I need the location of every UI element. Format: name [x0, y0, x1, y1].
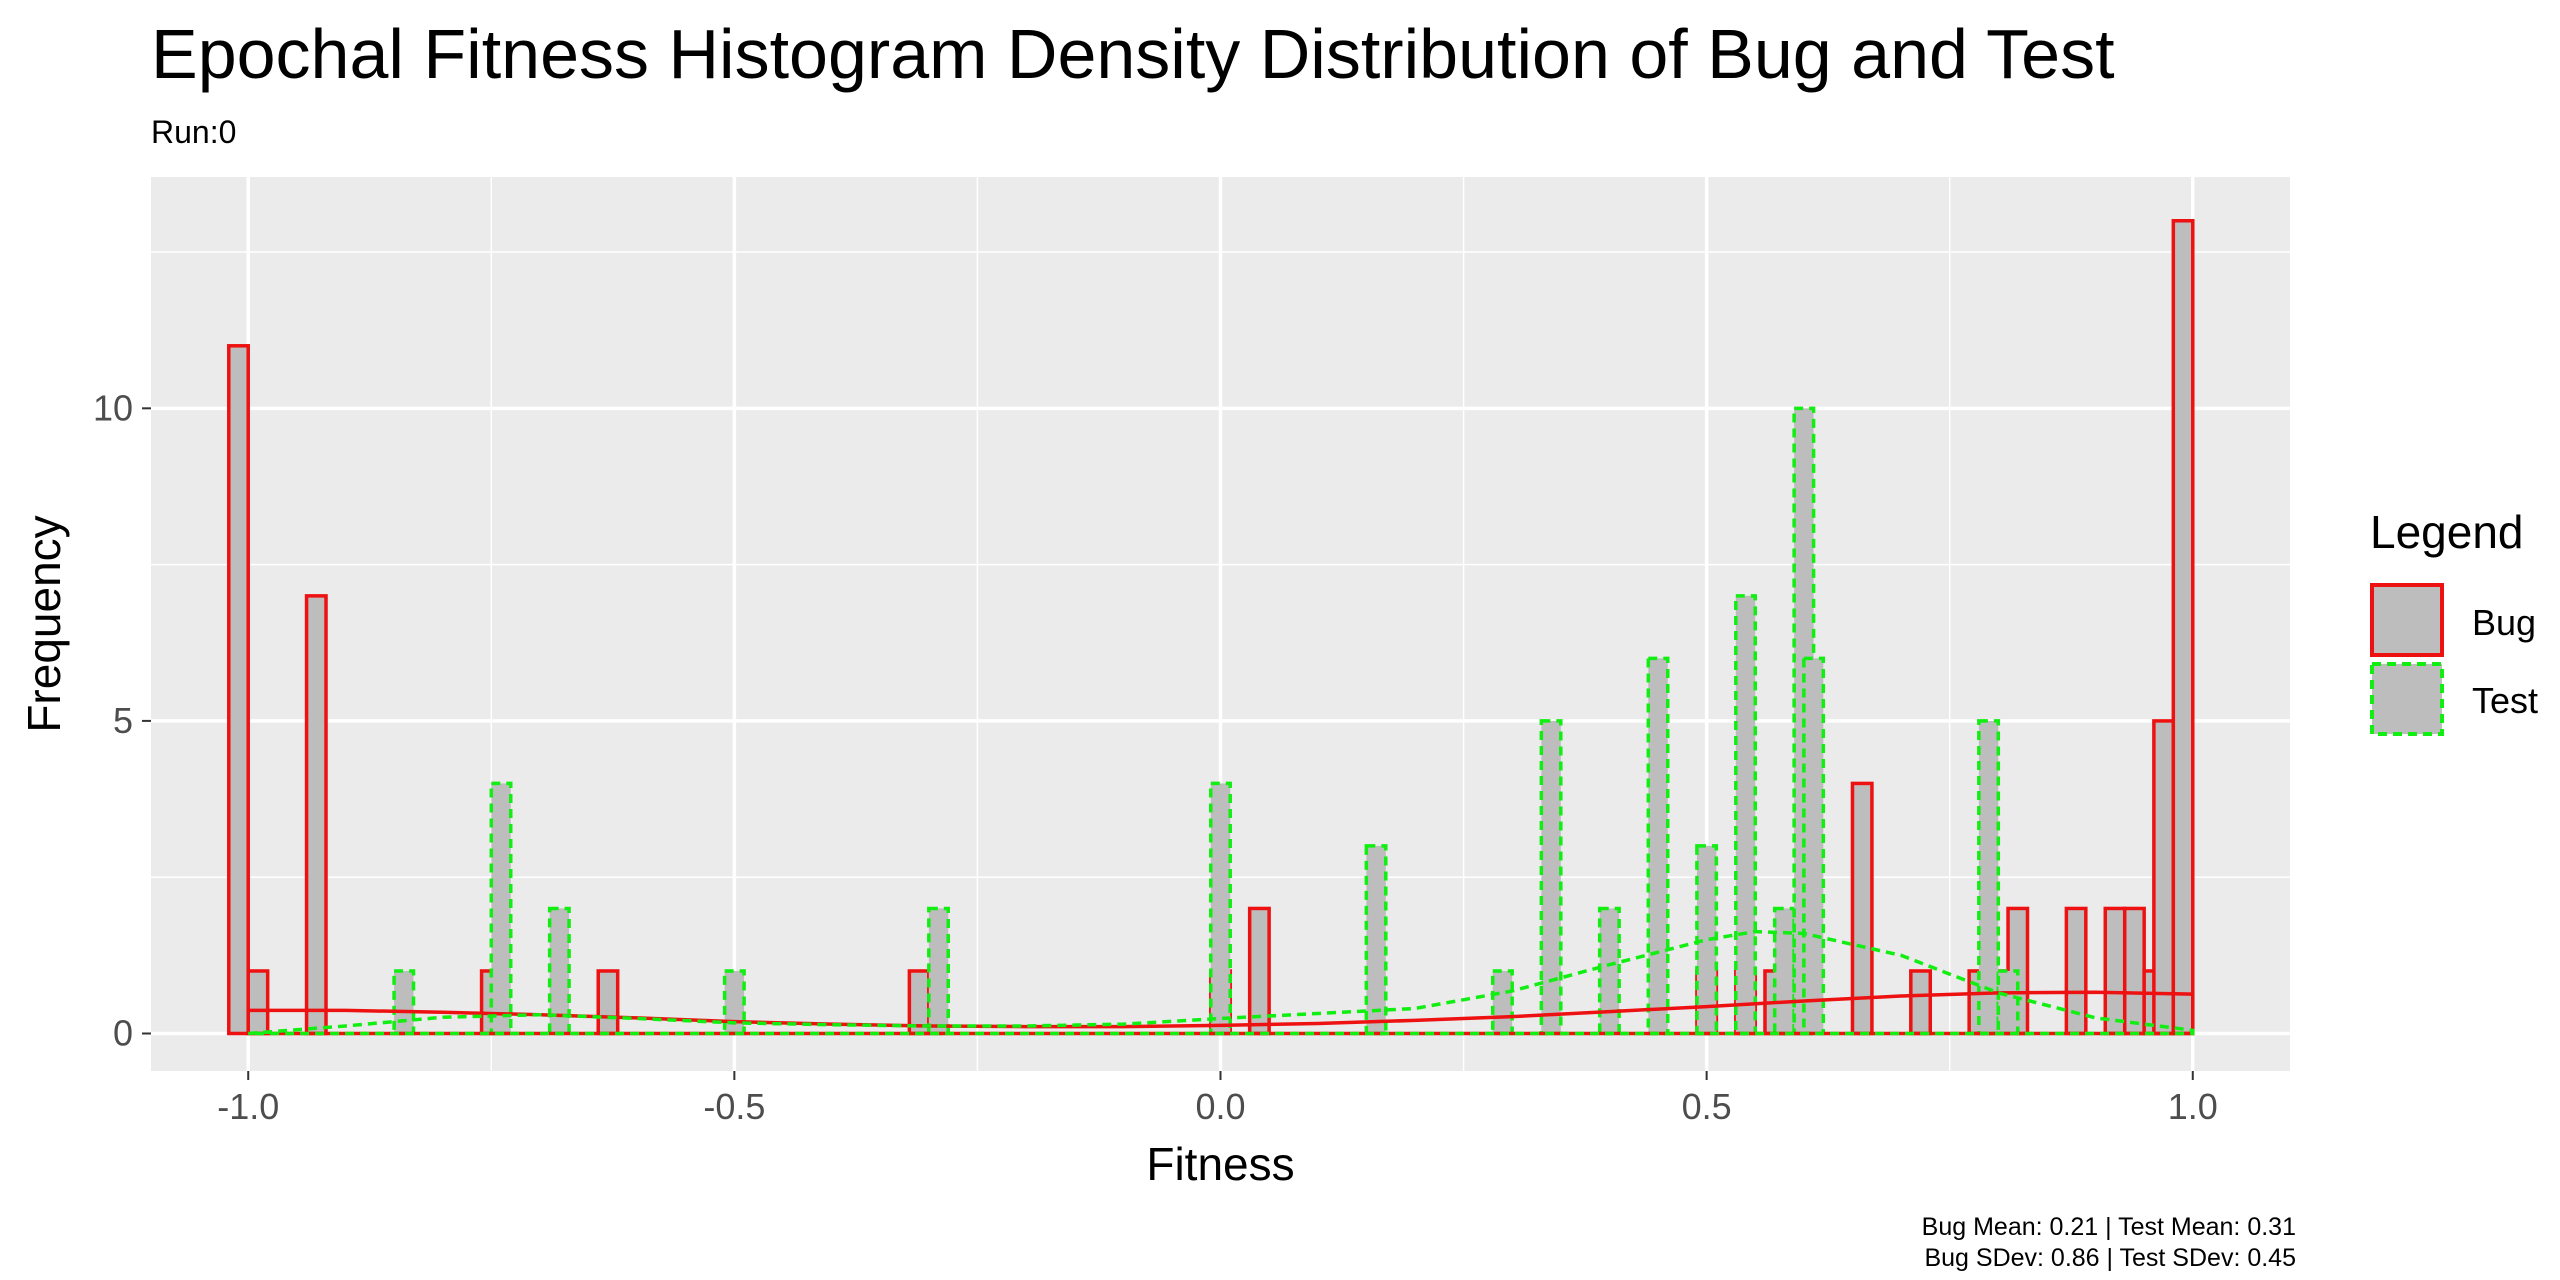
bar-bug: [2122, 906, 2146, 1036]
bar-test: [1734, 594, 1758, 1036]
bar-test: [1772, 906, 1796, 1036]
x-tick-label: -0.5: [703, 1086, 765, 1127]
y-tick-label: 0: [113, 1012, 133, 1053]
bar-test: [1977, 719, 2001, 1036]
chart-subtitle: Run:0: [151, 114, 237, 150]
y-tick-label: 10: [93, 387, 133, 428]
bar-test: [1597, 906, 1621, 1036]
chart-title: Epochal Fitness Histogram Density Distri…: [151, 15, 2115, 93]
bar-test: [1364, 844, 1388, 1036]
x-tick-label: -1.0: [217, 1086, 279, 1127]
bar-bug: [304, 594, 328, 1036]
legend-key-bug: [2370, 583, 2444, 657]
stats-caption: Bug Mean: 0.21 | Test Mean: 0.31 Bug SDe…: [1922, 1212, 2296, 1274]
x-tick-label: 0.5: [1682, 1086, 1732, 1127]
y-tick-label: 5: [113, 700, 133, 741]
bar-test: [392, 969, 416, 1036]
legend-key-test: [2370, 662, 2444, 736]
legend-label-bug: Bug: [2472, 602, 2537, 643]
bar-test: [1539, 719, 1563, 1036]
bar-bug: [596, 969, 620, 1036]
bar-test: [1802, 656, 1826, 1036]
y-axis-title: Frequency: [18, 515, 70, 732]
legend-label-test: Test: [2472, 680, 2539, 721]
stats-caption-line-1: Bug Mean: 0.21 | Test Mean: 0.31: [1921, 1213, 2296, 1241]
bar-bug: [1909, 969, 1933, 1036]
bar-bug: [2064, 906, 2088, 1036]
legend-title: Legend: [2370, 506, 2524, 558]
x-tick-label: 0.0: [1195, 1086, 1245, 1127]
bar-bug: [246, 969, 270, 1036]
bar-bug: [2103, 906, 2127, 1036]
bar-test: [1646, 656, 1670, 1036]
density-curves: [246, 929, 2195, 1036]
bar-bug: [227, 344, 250, 1036]
bar-test: [1996, 969, 2020, 1036]
x-tick-label: 1.0: [2168, 1086, 2218, 1127]
density-test: [248, 929, 2195, 1036]
bar-test: [927, 906, 951, 1036]
bar-bug: [2171, 219, 2195, 1036]
axes: -1.0 -0.5 0.0 0.5 1.0 0 5 10: [93, 387, 2218, 1127]
x-axis-title: Fitness: [1146, 1138, 1294, 1190]
bar-test: [1209, 781, 1232, 1036]
bar-test: [1490, 969, 1514, 1036]
bar-bug: [2152, 719, 2176, 1036]
stats-caption-line-2: Bug SDev: 0.86 | Test SDev: 0.45: [1924, 1244, 2296, 1272]
bar-test: [489, 781, 513, 1036]
